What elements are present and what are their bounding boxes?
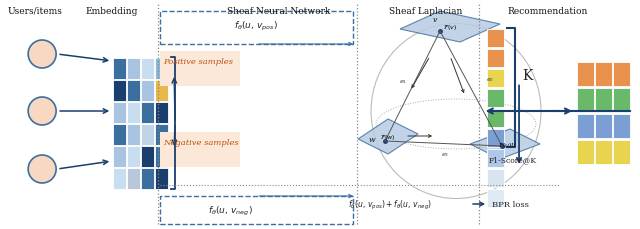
Text: w: w <box>369 135 375 143</box>
Polygon shape <box>400 12 500 43</box>
Bar <box>487 89 504 108</box>
Text: $\mathcal{F}(u)$: $\mathcal{F}(u)$ <box>498 140 512 149</box>
Bar <box>595 140 611 164</box>
Text: Sheaf Laplacian: Sheaf Laplacian <box>389 7 462 16</box>
Bar <box>113 124 126 145</box>
Circle shape <box>28 41 56 69</box>
Text: $f_\theta(u,\,v_{neg})$: $f_\theta(u,\,v_{neg})$ <box>208 204 252 217</box>
Text: F1-Score@K: F1-Score@K <box>489 155 537 163</box>
Bar <box>487 29 504 48</box>
Text: Negative samples: Negative samples <box>163 138 239 146</box>
Bar <box>577 140 593 164</box>
Bar <box>127 146 140 167</box>
Text: $e_3$: $e_3$ <box>441 150 449 158</box>
Bar <box>595 89 611 112</box>
Bar <box>487 189 504 207</box>
Text: $e_1$: $e_1$ <box>399 78 407 86</box>
Text: $e_2$: $e_2$ <box>486 76 494 84</box>
Text: u: u <box>510 140 515 148</box>
Bar <box>113 81 126 101</box>
Bar <box>613 114 630 138</box>
Circle shape <box>28 155 56 183</box>
Polygon shape <box>470 129 540 159</box>
Bar <box>127 168 140 189</box>
Bar <box>155 81 168 101</box>
Bar <box>155 168 168 189</box>
Bar <box>141 124 154 145</box>
Bar <box>577 63 593 87</box>
Bar <box>155 146 168 167</box>
Bar <box>487 149 504 167</box>
Text: BPR loss: BPR loss <box>492 200 529 208</box>
Bar <box>113 59 126 80</box>
Bar <box>155 59 168 80</box>
Bar <box>613 63 630 87</box>
Bar <box>113 103 126 123</box>
Text: K: K <box>522 69 532 83</box>
Text: v: v <box>433 16 437 24</box>
Bar <box>613 140 630 164</box>
Bar <box>595 63 611 87</box>
Bar <box>595 114 611 138</box>
Bar <box>141 59 154 80</box>
FancyBboxPatch shape <box>160 52 240 87</box>
Bar <box>141 146 154 167</box>
Text: Recommendation: Recommendation <box>507 7 588 16</box>
Bar <box>113 168 126 189</box>
Text: Users/items: Users/items <box>8 7 63 16</box>
Circle shape <box>28 98 56 125</box>
Bar <box>487 129 504 147</box>
Bar <box>487 109 504 128</box>
Text: $\mathcal{F}(v)$: $\mathcal{F}(v)$ <box>443 23 457 32</box>
Bar <box>487 169 504 187</box>
FancyBboxPatch shape <box>160 132 240 167</box>
Bar <box>155 124 168 145</box>
Bar <box>155 103 168 123</box>
Bar <box>141 168 154 189</box>
Text: Embedding: Embedding <box>86 7 138 16</box>
Bar <box>487 49 504 68</box>
Bar <box>141 103 154 123</box>
Polygon shape <box>358 120 418 154</box>
Text: $f_\theta(u,\,v_{pos})$: $f_\theta(u,\,v_{pos})$ <box>234 19 278 33</box>
Bar <box>577 114 593 138</box>
Bar <box>113 146 126 167</box>
Bar <box>127 103 140 123</box>
Bar <box>577 89 593 112</box>
Text: $f_\theta(u,\,v_{pos})+f_\theta(u,\,v_{neg})$: $f_\theta(u,\,v_{pos})+f_\theta(u,\,v_{n… <box>348 198 432 211</box>
Text: Sheaf Neural Network: Sheaf Neural Network <box>227 7 330 16</box>
Text: Positive samples: Positive samples <box>163 58 233 66</box>
Bar <box>127 124 140 145</box>
Bar <box>487 69 504 88</box>
Bar <box>613 89 630 112</box>
Text: $\mathcal{F}(w)$: $\mathcal{F}(w)$ <box>380 132 396 141</box>
Bar <box>141 81 154 101</box>
Bar <box>127 81 140 101</box>
Bar <box>127 59 140 80</box>
